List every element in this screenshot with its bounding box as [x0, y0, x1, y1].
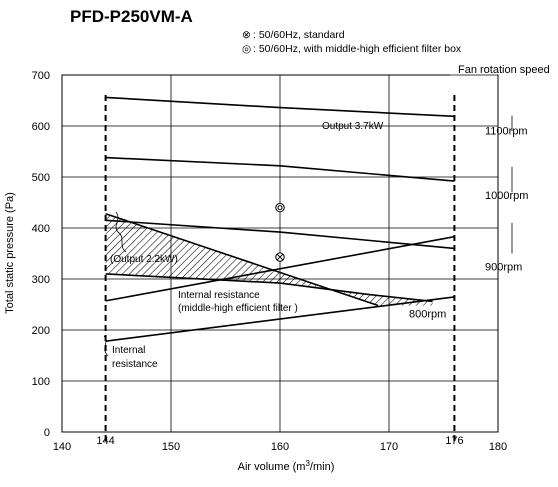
operating-limit-hatch [105, 213, 433, 306]
curves [105, 96, 455, 342]
fan-speed-label-800rpm: 800rpm [409, 308, 446, 320]
output-limit-line [105, 212, 379, 307]
x-axis-label-pre: Air volume (m [238, 461, 306, 473]
resistance-curve-0 [105, 296, 455, 342]
y-tick-200: 200 [32, 325, 50, 337]
internal-resistance-label-line2: resistance [112, 359, 158, 370]
output-2-2kw-leader [115, 211, 127, 253]
x-tick-150: 150 [162, 441, 180, 453]
legend-standard-symbol: ⊗ [242, 29, 251, 41]
marker-standard-cross-b [276, 253, 284, 261]
internal-resistance-label-line1: Internal [112, 345, 145, 356]
y-tick-600: 600 [32, 121, 50, 133]
internal-resistance-leader [103, 335, 109, 357]
y-axis-label: Total static pressure (Pa) [4, 192, 16, 314]
legend-filter-symbol: ◎ [242, 43, 251, 55]
fan-speed-labels: 1100rpm 1000rpm 900rpm 800rpm [409, 115, 528, 320]
x-axis-label: Air volume (m3/min) [238, 459, 335, 473]
fan-speed-label-1000rpm: 1000rpm [485, 190, 528, 202]
operating-range-limits [104, 95, 456, 444]
x-axis-label-sup: 3 [305, 459, 310, 468]
x-axis-label-post: /min) [310, 461, 334, 473]
output-3-7kw-label: Output 3.7kW [322, 121, 384, 132]
y-tick-0: 0 [44, 427, 50, 439]
chart-title: PFD-P250VM-A [70, 7, 193, 26]
markers [275, 202, 285, 262]
fan-curve-800rpm [105, 273, 433, 303]
plot-border [61, 74, 499, 433]
hatched-operating-limit-region [105, 213, 433, 306]
y-tick-700: 700 [32, 70, 50, 82]
legend-standard-text: : 50/60Hz, standard [253, 29, 345, 41]
y-tick-400: 400 [32, 223, 50, 235]
plot-frame [61, 74, 499, 433]
resistance-curve-1 [105, 235, 455, 302]
legend-filter-text: : 50/60Hz, with middle-high efficient fi… [253, 43, 462, 55]
fan-speed-title: Fan rotation speed [458, 64, 550, 76]
x-tick-170: 170 [380, 441, 398, 453]
fan-curve-1100rpm [105, 96, 455, 118]
fan-speed-label-900rpm: 900rpm [485, 261, 522, 273]
internal-resistance-filter-label-line1: Internal resistance [178, 290, 260, 301]
marker-filter-inner [277, 205, 283, 211]
y-tick-100: 100 [32, 376, 50, 388]
y-tick-500: 500 [32, 172, 50, 184]
x-tick-176: 176 [445, 435, 463, 447]
y-tick-300: 300 [32, 274, 50, 286]
fan-speed-label-1100rpm: 1100rpm [485, 125, 528, 137]
fan-curve-900rpm [105, 219, 455, 250]
fan-curve-1000rpm [105, 156, 455, 182]
internal-resistance-filter-label-line2: (middle-high efficient filter ) [178, 303, 298, 314]
x-tick-180: 180 [489, 441, 507, 453]
output-2-2kw-label: (Output 2.2kW) [110, 254, 178, 265]
x-tick-160: 160 [271, 441, 289, 453]
x-tick-144: 144 [96, 435, 114, 447]
x-tick-140: 140 [53, 441, 71, 453]
tick-labels: 0 100 200 300 400 500 600 700 140 144 150 160 170 176… [32, 70, 508, 453]
marker-filter [275, 202, 285, 213]
